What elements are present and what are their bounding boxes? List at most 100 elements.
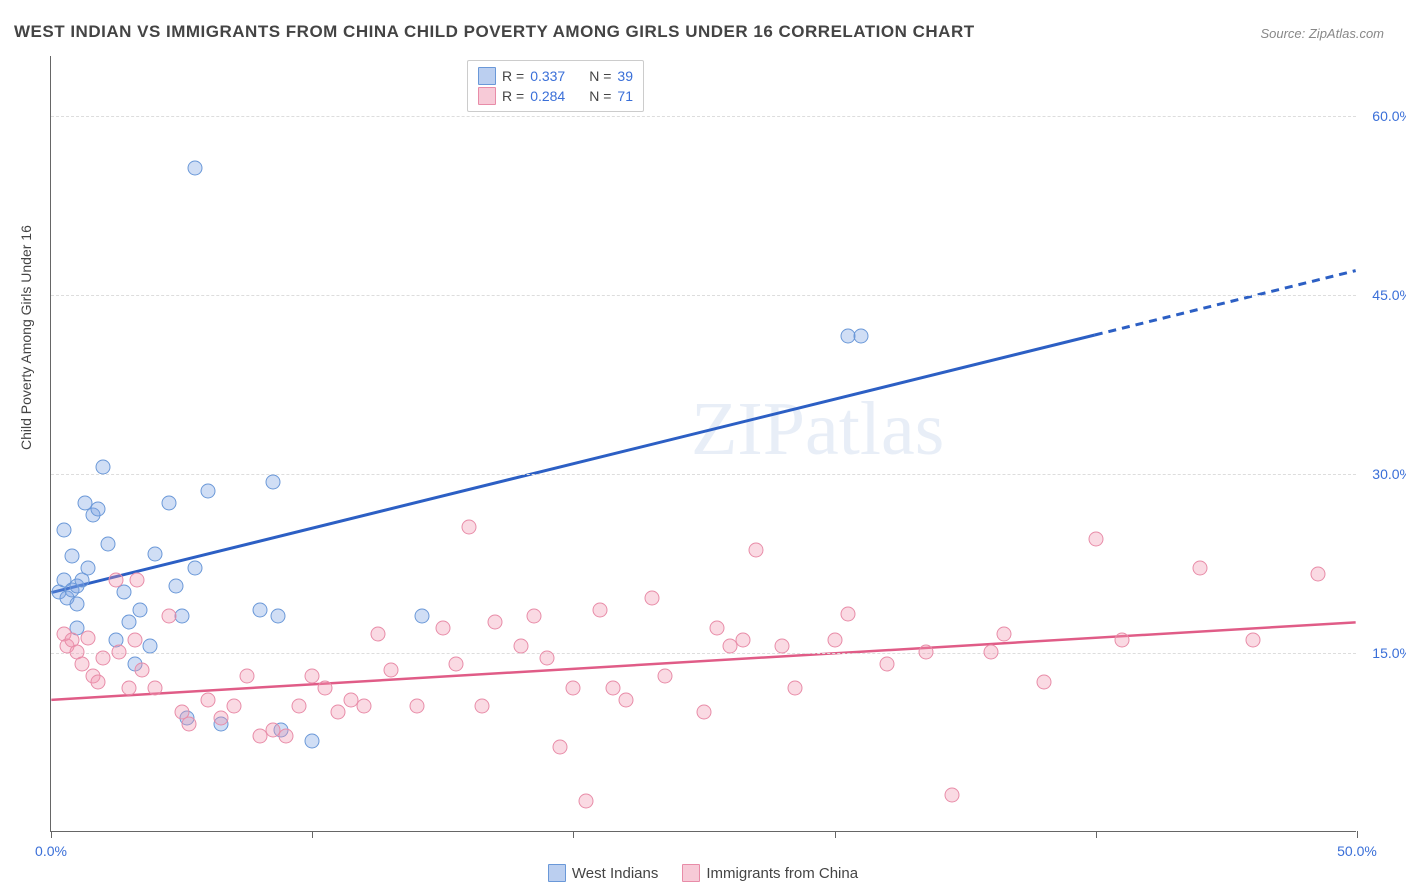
gridline [51,653,1356,654]
scatter-point [618,692,633,707]
scatter-point [553,740,568,755]
scatter-point [96,459,111,474]
scatter-point [57,523,72,538]
legend-swatch [478,87,496,105]
scatter-point [91,674,106,689]
y-tick-label: 15.0% [1372,645,1406,661]
watermark-text: ZIPatlas [691,386,944,473]
y-tick-label: 30.0% [1372,466,1406,482]
scatter-point [1245,633,1260,648]
scatter-point [200,692,215,707]
scatter-point [414,609,429,624]
scatter-point [266,475,281,490]
scatter-point [122,680,137,695]
scatter-point [357,698,372,713]
scatter-point [331,704,346,719]
trend-line [51,335,1094,593]
gridline [51,474,1356,475]
scatter-point [132,603,147,618]
scatter-point [527,609,542,624]
legend-r-value: 0.337 [530,68,565,84]
scatter-point [736,633,751,648]
scatter-point [122,615,137,630]
scatter-point [540,650,555,665]
scatter-point [592,603,607,618]
scatter-point [279,728,294,743]
scatter-point [187,161,202,176]
scatter-point [135,662,150,677]
chart-title: WEST INDIAN VS IMMIGRANTS FROM CHINA CHI… [14,22,975,42]
scatter-point [945,788,960,803]
x-tick [312,831,313,838]
scatter-point [853,328,868,343]
scatter-point [488,615,503,630]
series-legend: West Indians Immigrants from China [50,864,1356,882]
legend-row: R =0.284N =71 [478,86,633,106]
scatter-point [111,644,126,659]
scatter-point [239,668,254,683]
legend-swatch [478,67,496,85]
scatter-point [605,680,620,695]
legend-row: R =0.337N =39 [478,66,633,86]
scatter-point [919,644,934,659]
scatter-point [697,704,712,719]
scatter-point [409,698,424,713]
scatter-plot-area: ZIPatlas R =0.337N =39R =0.284N =71 15.0… [50,56,1356,832]
scatter-point [80,561,95,576]
scatter-point [1310,567,1325,582]
scatter-point [383,662,398,677]
scatter-point [788,680,803,695]
x-tick [51,831,52,838]
scatter-point [80,630,95,645]
scatter-point [657,668,672,683]
scatter-point [271,609,286,624]
scatter-point [148,680,163,695]
x-tick [573,831,574,838]
scatter-point [644,591,659,606]
scatter-point [474,698,489,713]
trend-line [51,622,1355,700]
scatter-point [448,656,463,671]
scatter-point [109,573,124,588]
scatter-point [1114,633,1129,648]
scatter-point [1088,531,1103,546]
correlation-legend: R =0.337N =39R =0.284N =71 [467,60,644,112]
source-attribution: Source: ZipAtlas.com [1260,26,1384,41]
y-tick-label: 60.0% [1372,108,1406,124]
scatter-point [984,644,999,659]
scatter-point [143,638,158,653]
scatter-point [305,668,320,683]
scatter-point [213,710,228,725]
legend-n-value: 39 [617,68,633,84]
scatter-point [997,627,1012,642]
legend-n-value: 71 [617,88,633,104]
scatter-point [64,549,79,564]
scatter-point [566,680,581,695]
scatter-point [226,698,241,713]
scatter-point [827,633,842,648]
scatter-point [130,573,145,588]
scatter-point [370,627,385,642]
y-axis-label: Child Poverty Among Girls Under 16 [18,225,34,450]
y-tick-label: 45.0% [1372,287,1406,303]
scatter-point [1036,674,1051,689]
legend-r-label: R = [502,68,524,84]
legend-swatch [682,864,700,882]
scatter-point [252,603,267,618]
scatter-point [461,519,476,534]
scatter-point [127,633,142,648]
scatter-point [161,609,176,624]
legend-item: Immigrants from China [682,864,858,882]
scatter-point [579,794,594,809]
legend-label: West Indians [572,865,658,882]
x-tick [1357,831,1358,838]
scatter-point [174,609,189,624]
gridline [51,295,1356,296]
scatter-point [435,621,450,636]
scatter-point [101,537,116,552]
scatter-point [749,543,764,558]
x-tick-label: 0.0% [35,843,67,859]
legend-r-value: 0.284 [530,88,565,104]
scatter-point [775,638,790,653]
scatter-point [148,547,163,562]
